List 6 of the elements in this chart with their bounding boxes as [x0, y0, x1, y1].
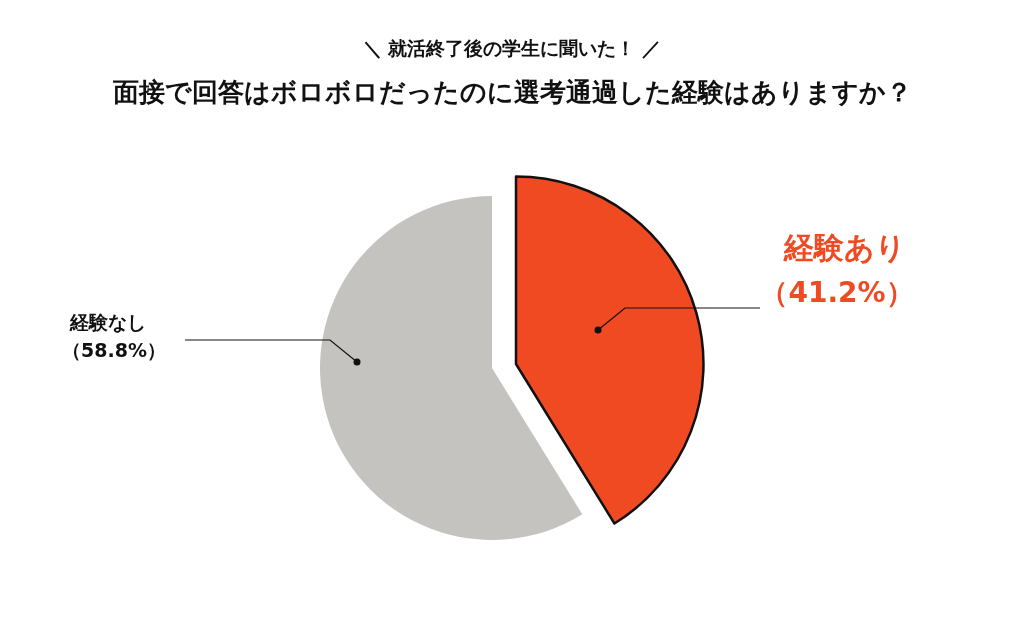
chart-subtitle: ＼ 就活終了後の学生に聞いた！ ／ — [362, 37, 662, 59]
data-label: （41.2%） — [760, 275, 914, 309]
slice-label: 経験なし — [69, 311, 146, 333]
data-label: （58.8%） — [62, 338, 166, 361]
slice-label: 経験あり — [783, 230, 906, 265]
chart-title: 面接で回答はボロボロだったのに選考通過した経験はありますか？ — [111, 77, 912, 107]
